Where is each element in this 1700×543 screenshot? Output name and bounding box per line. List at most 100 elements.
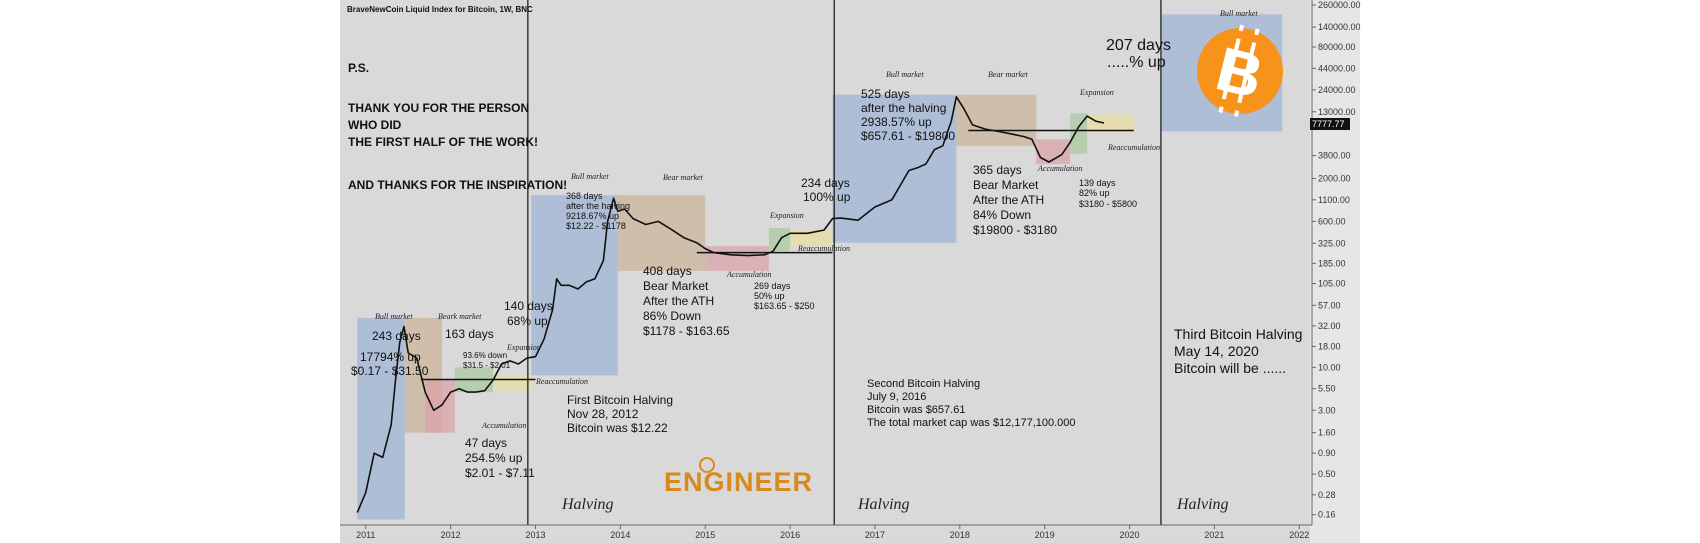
cycle1-bear-range: $31.5 - $2.01 (463, 361, 511, 370)
cycle1-bull-pct: 17794% up (360, 350, 421, 364)
cycle1-bull-days: 243 days (372, 329, 421, 343)
y-tick-label: 260000.00 (1318, 0, 1361, 10)
cycle2-bull-line-4: $12.22 - $1178 (566, 221, 626, 231)
x-tick-label: 2011 (356, 530, 375, 540)
cycle3-bear-line-1: 365 days (973, 163, 1022, 177)
cycle3-bull-line-4: $657.61 - $19800 (861, 129, 955, 143)
zone-reaccumulation (493, 375, 532, 391)
cycle2-bull-line-2: after the halving (566, 201, 630, 211)
zone-bull (832, 94, 957, 243)
note-ps: P.S. (348, 61, 369, 75)
price-axis-background (1310, 0, 1360, 543)
zone-reaccumulation (1087, 114, 1134, 134)
cycle2-bear-label: Bear market (663, 173, 704, 182)
thanks-line-1: THANK YOU FOR THE PERSON (348, 101, 529, 115)
halving-lines (527, 0, 1162, 525)
engineer-logo-text: ENGINEER (664, 467, 813, 497)
zone-bull (531, 195, 618, 376)
y-tick-label: 185.00 (1318, 258, 1346, 268)
cycle1-bear-label: Beark market (438, 312, 482, 321)
cycle2-acc-line-2: 50% up (754, 291, 785, 301)
y-tick-label: 32.00 (1318, 321, 1341, 331)
y-tick-label: 0.28 (1318, 490, 1336, 500)
chart-title: BraveNewCoin Liquid Index for Bitcoin, 1… (347, 5, 533, 14)
bitcoin-icon: B (1197, 24, 1283, 117)
cycle3-acc-line-2: 82% up (1079, 188, 1110, 198)
cycle3-acc-line-1: 139 days (1079, 178, 1116, 188)
x-tick-label: 2022 (1289, 530, 1309, 540)
y-tick-label: 1100.00 (1318, 195, 1350, 205)
cycle3-bull-line-2: after the halving (861, 101, 946, 115)
x-tick-label: 2020 (1120, 530, 1140, 540)
halving1-line-1: First Bitcoin Halving (567, 393, 673, 407)
cycle1-reaccumulation-label: Reaccumulation (535, 377, 588, 386)
x-tick-label: 2021 (1204, 530, 1224, 540)
halving2-line-2: July 9, 2016 (867, 391, 926, 403)
cycle2-bull-line-3: 9218.67% up (566, 211, 619, 221)
zone-accumulation (705, 246, 769, 271)
future-pct: .....% up (1107, 54, 1166, 71)
y-tick-label: 2000.00 (1318, 173, 1351, 183)
cycle1-bear-days: 163 days (445, 327, 494, 341)
y-tick-label: 5.50 (1318, 384, 1336, 394)
phase-zones (357, 14, 1283, 520)
cycle1-expansion-label: Expansion (506, 343, 541, 352)
cycle1-bull-label: Bull market (375, 312, 413, 321)
cycle3-expansion-label: Expansion (1079, 88, 1114, 97)
cycle1-acc-range: $2.01 - $7.11 (465, 466, 535, 480)
cycle2-bull-label: Bull market (571, 172, 609, 181)
cycle2-bear-line-5: $1178 - $163.65 (643, 324, 730, 338)
cycle3-bear-line-5: $19800 - $3180 (973, 223, 1057, 237)
cycle1-bear-pct: 93.6% down (463, 351, 507, 360)
y-tick-label: 0.50 (1318, 469, 1336, 479)
cycle1-acc-days: 47 days (465, 436, 507, 450)
halving3-line-3: Bitcoin will be ...... (1174, 360, 1286, 376)
halving1-line-3: Bitcoin was $12.22 (567, 421, 668, 435)
halving2-line-4: The total market cap was $12,177,100.000 (867, 417, 1076, 429)
thanks-line-2: WHO DID (348, 118, 402, 132)
zone-bull (357, 317, 405, 520)
price-line (356, 96, 1105, 513)
cycle2-bull-line-1: 368 days (566, 191, 603, 201)
cycle1-exp-pct: 68% up (507, 314, 548, 328)
y-tick-label: 325.00 (1318, 238, 1346, 248)
y-tick-label: 105.00 (1318, 279, 1346, 289)
x-tick-label: 2017 (865, 530, 885, 540)
y-tick-label: 57.00 (1318, 300, 1341, 310)
x-tick-label: 2012 (441, 530, 461, 540)
zone-bear (956, 94, 1037, 146)
x-tick-label: 2018 (950, 530, 970, 540)
y-tick-label: 44000.00 (1318, 63, 1356, 73)
zone-expansion (768, 227, 791, 252)
halving1-label: Halving (561, 496, 614, 513)
y-tick-label: 10.00 (1318, 362, 1341, 372)
y-tick-label: 80000.00 (1318, 42, 1356, 52)
price-marker: 7777.77 (1310, 118, 1350, 130)
cycle1-acc-pct: 254.5% up (465, 451, 523, 465)
cycle2-accumulation-label: Accumulation (726, 270, 771, 279)
cycle3-bear-line-2: Bear Market (973, 178, 1039, 192)
halving2-line-1: Second Bitcoin Halving (867, 378, 980, 390)
cycle1-exp-days: 140 days (504, 299, 553, 313)
zone-expansion (1070, 113, 1088, 154)
x-tick-label: 2014 (610, 530, 630, 540)
y-tick-label: 1.60 (1318, 428, 1336, 438)
cycle3-bear-line-4: 84% Down (973, 208, 1031, 222)
x-tick-label: 2016 (780, 530, 800, 540)
thanks-line-5: AND THANKS FOR THE INSPIRATION! (348, 178, 567, 192)
x-tick-label: 2013 (525, 530, 545, 540)
price-series (356, 96, 1105, 513)
cycle2-bear-line-2: Bear Market (643, 279, 709, 293)
future-bull-label: Bull market (1220, 9, 1258, 18)
y-tick-label: 0.16 (1318, 510, 1336, 520)
price-marker-label: 7777.77 (1312, 119, 1345, 129)
cycle3-acc-line-3: $3180 - $5800 (1079, 199, 1137, 209)
cycle2-reaccumulation-label: Reaccumulation (797, 244, 850, 253)
cycle3-reaccumulation-label: Reaccumulation (1107, 143, 1160, 152)
y-tick-label: 0.90 (1318, 448, 1336, 458)
cycle2-acc-line-3: $163.65 - $250 (754, 301, 815, 311)
cycle3-bull-label: Bull market (886, 70, 924, 79)
axes: 260000.00 140000.00 80000.00 44000.00 24000.… (340, 0, 1361, 540)
cycle2-bear-line-1: 408 days (643, 264, 692, 278)
y-tick-label: 600.00 (1318, 216, 1346, 226)
